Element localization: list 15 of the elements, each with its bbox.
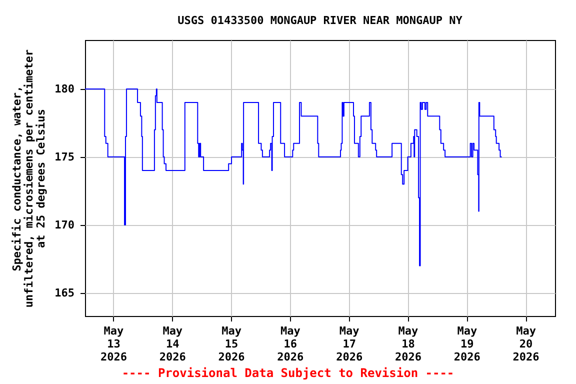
x-tick-label: May 20 2026 bbox=[512, 324, 540, 364]
text: ---- Provisional Data Subject to Revision ---- bbox=[120, 366, 456, 380]
chart-title: USGS 01433500 MONGAUP RIVER NEAR MONGAUP NY bbox=[178, 14, 463, 27]
y-tick-label: 175 bbox=[54, 150, 74, 164]
x-tick-label: May 16 2026 bbox=[277, 324, 304, 364]
x-tick-label: May 13 2026 bbox=[100, 324, 128, 364]
y-tick-label: 165 bbox=[54, 286, 74, 300]
x-tick-label: May 17 2026 bbox=[336, 324, 363, 364]
y-axis-title: Specific conductance, water, unfiltered, microsiemens per centimeter at 25 degrees Celsius bbox=[10, 48, 48, 308]
x-tick-label: May 18 2026 bbox=[394, 324, 422, 364]
y-tick-label: 170 bbox=[54, 218, 74, 232]
x-tick-label: May 15 2026 bbox=[218, 324, 246, 364]
x-tick-label: May 14 2026 bbox=[159, 324, 186, 364]
x-tick-label: May 19 2026 bbox=[454, 324, 481, 364]
y-tick-label: 180 bbox=[54, 82, 74, 96]
